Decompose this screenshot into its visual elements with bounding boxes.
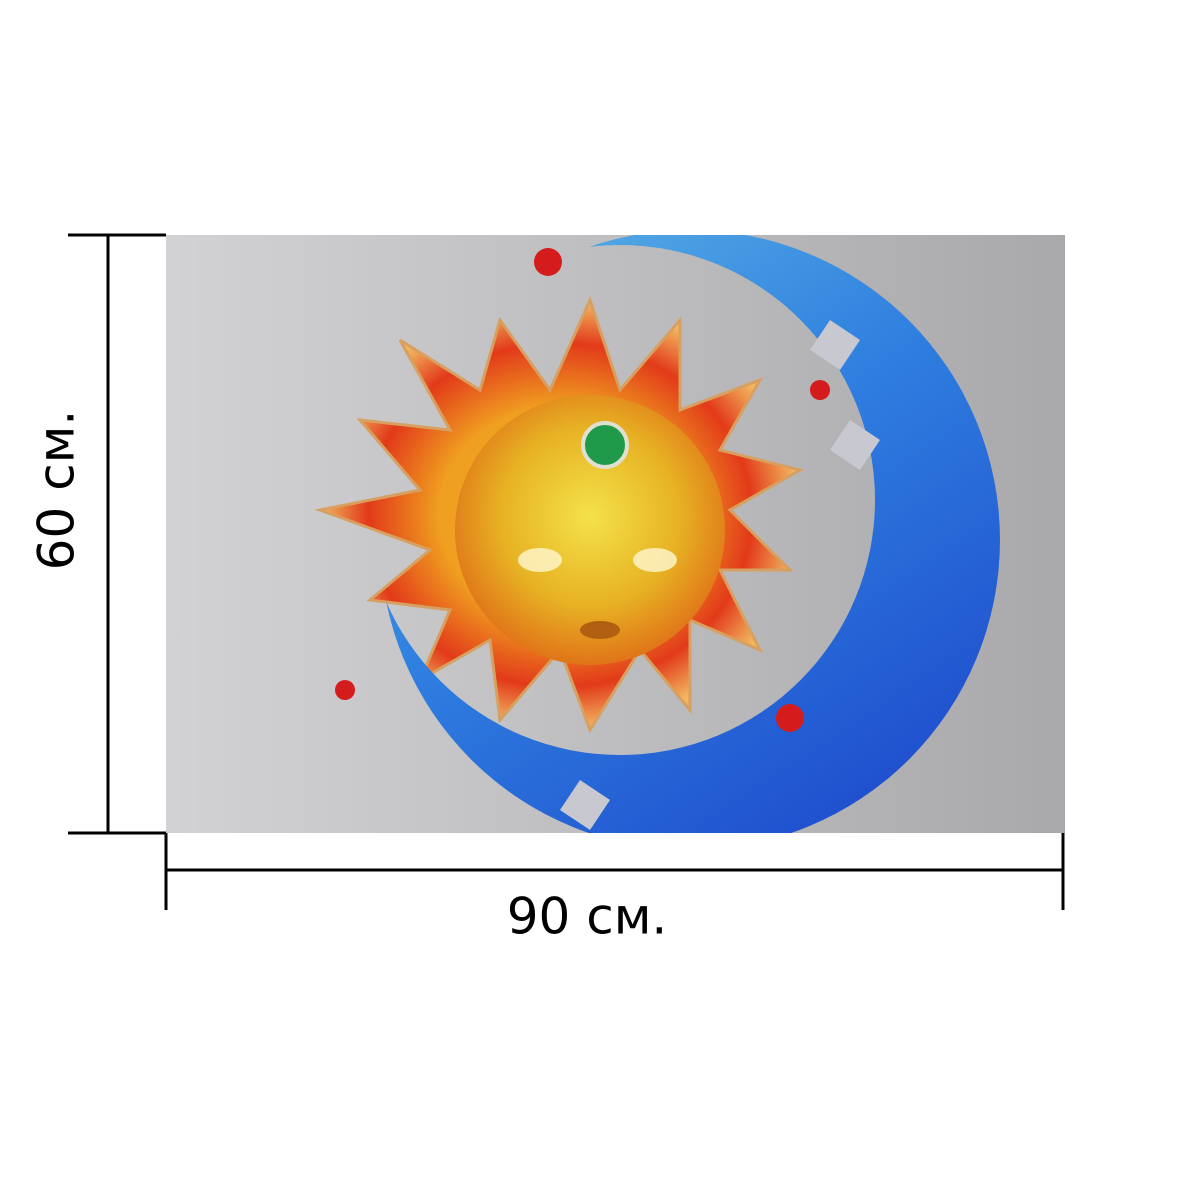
width-label: 90 см. <box>507 888 668 946</box>
product-image <box>166 235 1065 833</box>
height-label: 60 см. <box>28 410 86 571</box>
